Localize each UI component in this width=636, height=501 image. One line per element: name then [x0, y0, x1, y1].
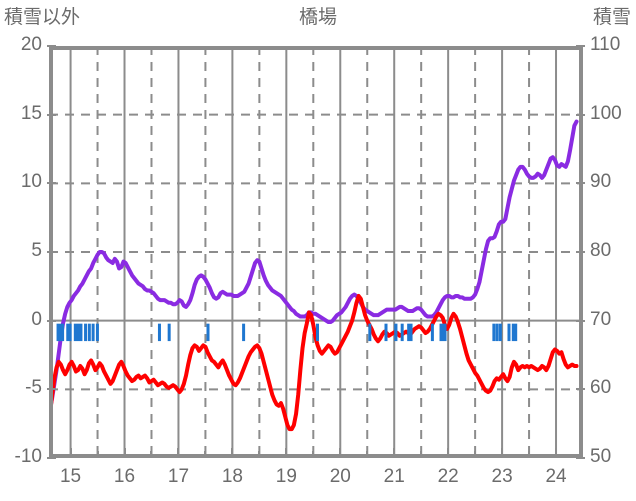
blue-marker-bar [56, 323, 65, 342]
blue-marker-bar [316, 323, 319, 342]
y-axis-tick-label-left: -5 [25, 377, 42, 399]
blue-marker-bar [498, 323, 502, 342]
x-axis-tick-mark [285, 448, 288, 457]
y-axis-tick-mark-right [576, 319, 585, 322]
y-axis-tick-label-left: 0 [31, 308, 42, 330]
x-axis-minor-tick-mark [204, 451, 207, 457]
y-axis-tick-label-right: 60 [590, 377, 612, 399]
x-axis-tick-label: 19 [275, 466, 297, 487]
y-axis-tick-label-left: -10 [14, 446, 42, 467]
x-axis-tick-mark [501, 448, 504, 457]
blue-marker-bar [206, 323, 210, 342]
x-axis-tick-label: 18 [221, 466, 243, 487]
y-axis-tick-mark-left [47, 113, 56, 116]
blue-marker-bar [368, 323, 372, 342]
y-axis-tick-mark-left [47, 45, 56, 47]
y-axis-tick-mark-right [576, 45, 585, 47]
x-axis-minor-tick-mark [528, 451, 531, 457]
blue-marker-bar [407, 323, 413, 342]
y-axis-tick-mark-right [576, 182, 585, 185]
x-axis-minor-tick-mark [258, 451, 261, 457]
page-title: 橋場 [298, 7, 337, 28]
chart-canvas [49, 46, 583, 458]
y-axis-tick-label-left: 10 [20, 171, 42, 193]
x-axis-tick-label: 21 [383, 466, 405, 487]
x-axis-tick-mark [69, 448, 72, 457]
x-axis-tick-label: 24 [545, 466, 567, 487]
x-axis-tick-label: 16 [113, 466, 136, 487]
x-axis-tick-label: 22 [437, 466, 459, 487]
x-axis-tick-mark [339, 448, 342, 457]
x-axis-tick-mark [393, 448, 396, 457]
y-axis-tick-label-right: 70 [590, 308, 612, 330]
left-axis-unit-label: 積雪以外 [4, 7, 81, 28]
y-axis-tick-mark-left [47, 457, 56, 459]
blue-marker-bar [73, 323, 83, 342]
blue-marker-bar [87, 323, 91, 342]
x-axis-minor-tick-mark [150, 451, 153, 457]
right-axis-unit-label: 積雪 [592, 7, 631, 28]
blue-marker-bar [167, 323, 171, 342]
x-axis-tick-label: 17 [167, 466, 190, 487]
x-axis-tick-mark [447, 448, 450, 457]
x-axis-tick-label: 15 [59, 466, 82, 487]
y-axis-tick-label-right: 100 [590, 102, 622, 124]
blue-marker-bar [91, 323, 95, 342]
x-axis-tick-mark [231, 448, 234, 457]
y-axis-tick-label-right: 80 [590, 240, 612, 261]
y-axis-tick-label-left: 15 [20, 102, 42, 124]
y-axis-tick-mark-left [47, 251, 56, 253]
blue-marker-bar [95, 323, 99, 342]
blue-marker-bar [495, 323, 499, 342]
y-axis-tick-mark-left [47, 388, 56, 391]
y-axis-tick-label-left: 20 [20, 34, 42, 55]
blue-marker-bar [84, 323, 88, 342]
y-axis-tick-label-left: 5 [31, 240, 42, 261]
blue-marker-bar [394, 323, 398, 342]
blue-marker-bar [66, 323, 72, 342]
x-axis-minor-tick-mark [366, 451, 369, 457]
blue-marker-bar [242, 323, 246, 342]
y-axis-tick-mark-left [47, 182, 56, 185]
x-axis-tick-label: 20 [329, 466, 351, 487]
blue-marker-bar [507, 323, 511, 342]
x-axis-minor-tick-mark [420, 451, 423, 457]
blue-marker-bar [511, 323, 518, 342]
y-axis-tick-mark-right [576, 113, 585, 116]
y-axis-tick-mark-right [576, 388, 585, 391]
y-axis-tick-mark-left [47, 319, 56, 322]
series-line-red [49, 293, 579, 432]
blue-marker-bar [157, 323, 161, 342]
blue-marker-bar [400, 323, 404, 342]
x-axis-tick-mark [177, 448, 180, 457]
y-axis-tick-label-right: 110 [590, 34, 621, 55]
x-axis-tick-mark [123, 448, 126, 457]
blue-marker-bar [492, 323, 496, 342]
x-axis-tick-label: 23 [491, 466, 513, 487]
y-axis-tick-mark-right [576, 457, 585, 459]
plot-area [49, 46, 583, 458]
blue-marker-bar [384, 323, 388, 342]
series-line-purple [49, 119, 579, 411]
x-axis-minor-tick-mark [474, 451, 477, 457]
y-axis-tick-label-right: 50 [590, 446, 612, 467]
y-axis-tick-label-right: 90 [590, 171, 612, 193]
x-axis-tick-mark [555, 448, 558, 457]
y-axis-tick-mark-right [576, 251, 585, 253]
blue-marker-bar [430, 323, 434, 342]
x-axis-minor-tick-mark [96, 451, 99, 457]
blue-marker-bar [439, 323, 447, 342]
x-axis-minor-tick-mark [312, 451, 315, 457]
